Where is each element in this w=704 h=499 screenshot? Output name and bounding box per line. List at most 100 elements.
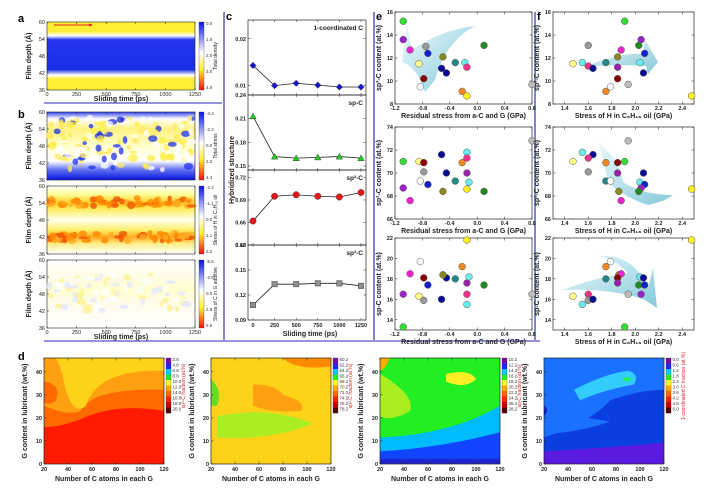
b3-xtick-label: 0 (45, 330, 48, 336)
c-series-name: 1-coordinated C (314, 25, 364, 32)
d-ytick-label: 10 (372, 439, 378, 445)
stress-blob (151, 203, 159, 208)
d-xtick-label: 40 (65, 467, 71, 473)
stress-blob (90, 202, 98, 209)
e-scatter-point (406, 46, 414, 54)
stress-blob (126, 282, 133, 288)
d-ytick-label: 30 (36, 393, 42, 399)
e-scatter-point (480, 281, 488, 289)
d-colorbar-tick: 5.0 (673, 407, 680, 412)
d-ytick-label: 10 (536, 439, 542, 445)
stress-blob (174, 133, 180, 139)
stress-blob (118, 304, 129, 309)
d-colorbar-label: sp³-C fraction (at.%) (181, 363, 187, 408)
stress-blob (126, 145, 132, 150)
e-ytick-label: 18 (387, 277, 393, 283)
e-xtick-label: -0.8 (418, 221, 427, 227)
f-ytick-label: 20 (545, 256, 551, 262)
e-scatter-point (451, 58, 459, 67)
e-scatter-point (439, 53, 447, 61)
stress-blob (116, 162, 125, 168)
f-scatter-point (688, 185, 696, 193)
d-frame (543, 357, 665, 465)
c-point-sp2 (357, 189, 365, 196)
e-scatter-point (437, 295, 446, 303)
f-scatter-point (606, 83, 615, 91)
a-xtick-label: 250 (72, 92, 81, 98)
d-contour-level (380, 358, 390, 371)
stress-blob (85, 146, 91, 151)
d-ytick-label: 40 (536, 370, 542, 376)
f-scatter-point (578, 300, 587, 309)
d-colorbar-step (666, 385, 671, 392)
e-scatter-point (416, 257, 424, 266)
f-xtick-label: 1.6 (584, 221, 592, 227)
b-colorbar-tick: 1.1 (206, 233, 213, 238)
f-scatter-point (602, 159, 610, 167)
f-scatter-point (578, 58, 587, 67)
e-ytick-label: 68 (387, 194, 393, 200)
d-contour-level (56, 358, 164, 409)
d-ytick-label: 10 (36, 439, 42, 445)
d-xtick-label: 120 (326, 467, 335, 473)
trend-arrow (402, 22, 475, 92)
d-colorbar-step (502, 402, 507, 408)
d-xtick-label: 40 (401, 467, 407, 473)
a-ytick-label: 36 (39, 88, 45, 94)
b-colorbar-tick: -5.6 (206, 259, 214, 264)
stress-blob (116, 116, 124, 123)
d-colorbar-step (502, 391, 507, 397)
stress-blob (175, 143, 183, 151)
f-xtick-label: 2.2 (655, 106, 663, 112)
stress-blob (45, 201, 55, 207)
c-series-line (252, 192, 362, 222)
stress-blob (58, 279, 65, 283)
f-scatter-point (613, 75, 622, 83)
c-ytick-label: 0.69 (235, 198, 246, 204)
e-scatter-point (442, 69, 451, 77)
stress-blob (48, 121, 55, 128)
panel-label-f: f (537, 11, 541, 23)
d-colorbar-tick: 4.8 (173, 363, 180, 368)
stress-blob (101, 155, 107, 163)
d-colorbar-step (502, 380, 507, 386)
d-colorbar-step (333, 396, 338, 403)
b-colorbar-tick: -2.2 (206, 127, 214, 132)
stress-blob (59, 139, 69, 144)
stress-blob (102, 278, 108, 286)
c-ytick-label: 0.02 (235, 37, 246, 43)
stress-blob (71, 297, 79, 302)
f-ytick-label: 22 (545, 236, 551, 242)
stress-blob (62, 235, 68, 244)
c-ytick-label: 0.72 (235, 176, 246, 182)
stress-blob (147, 230, 153, 237)
d-xtick-label: 100 (471, 467, 480, 473)
stress-blob (178, 232, 187, 238)
d-ytick-label: 30 (536, 393, 542, 399)
stress-blob (91, 289, 101, 296)
stress-blob (50, 276, 58, 281)
e-scatter-point (528, 137, 536, 145)
stress-blob (50, 303, 56, 311)
stress-blob (54, 289, 61, 293)
stress-blob (184, 294, 189, 298)
e-xtick-label: -0.8 (418, 332, 427, 338)
stress-blob (71, 149, 78, 157)
panel-f: 1.4 1.6 1.8 2.0 2.2 2.4 8 10 12 14 16 sp³-C content… (534, 10, 696, 346)
b-ylabel: Film depth (Å) (24, 270, 33, 317)
b-ylabel: Film depth (Å) (24, 196, 33, 243)
d-ytick-label: 20 (372, 416, 378, 422)
a-xtick-label: 1000 (159, 92, 171, 98)
e-xtick-label: 0.8 (528, 106, 536, 112)
stress-blob (68, 116, 77, 120)
c-point-1-coordinated (249, 61, 257, 69)
heatmap-b-c-stress (46, 259, 196, 329)
b-colorbar-tick: 2.2 (206, 249, 213, 254)
d-contour-level (574, 370, 636, 401)
d-xlabel: Number of C atoms in each G (222, 476, 321, 483)
stress-blob (127, 201, 136, 210)
d-contour-level (622, 377, 632, 382)
stress-blob (132, 138, 139, 144)
d-ytick-label: 40 (203, 370, 209, 376)
stress-blob (141, 116, 146, 121)
